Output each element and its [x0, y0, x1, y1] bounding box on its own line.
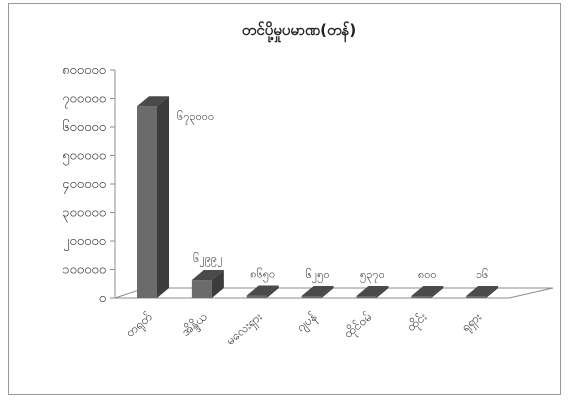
category-label: ထိုင်း — [403, 309, 431, 336]
data-label: ၆၇၃၀၀၀ — [177, 110, 214, 125]
y-tick-label: ၃၀၀၀၀၀ — [62, 206, 106, 223]
category-label: အိန္ဒိယ — [178, 309, 212, 341]
bar-side — [486, 286, 499, 298]
bar-side — [321, 286, 334, 298]
data-label: ၁၆ — [476, 268, 488, 281]
data-label: ၆၂၅၀ — [306, 268, 330, 283]
category-label: ထိုင်ဝမ် — [340, 309, 376, 343]
bar-side — [376, 286, 389, 298]
y-tick-label: ၈၀၀၀၀၀ — [62, 63, 106, 78]
chart-frame: တင်ပို့မှုပမာဏ(တန်) ၀ ၁၀၀၀၀၀ ၂၀၀၀၀၀ ၃၀၀၀၀၀ ၄… — [8, 3, 561, 395]
data-label: ၆၂၉၉၂ — [193, 252, 222, 267]
bar-front — [246, 295, 267, 298]
y-tick-label: ၄၀၀၀၀၀ — [62, 177, 106, 194]
y-tick-label: ၇၀၀၀၀၀ — [62, 92, 106, 109]
data-label: ၈၆၅၀ — [250, 268, 275, 283]
bar — [356, 286, 389, 298]
bar-top — [356, 286, 389, 296]
bar-front — [411, 296, 432, 298]
y-tick-label: ၁၀၀၀၀၀ — [62, 263, 106, 278]
y-axis: ၀ ၁၀၀၀၀၀ ၂၀၀၀၀၀ ၃၀၀၀၀၀ ၄၀၀၀၀၀ ၅၀၀၀၀၀ ၆၀၀၀၀၀ ၇၀၀… — [62, 63, 116, 306]
data-label: ၈၀၀ — [418, 268, 437, 281]
floor-plane — [114, 287, 554, 299]
bar — [411, 286, 444, 298]
bars — [137, 96, 499, 298]
bar-top — [137, 96, 169, 107]
bar-side — [266, 285, 279, 298]
bar — [191, 270, 224, 298]
bar-side — [157, 96, 169, 298]
data-label: ၅၃၇၀ — [360, 268, 385, 283]
bar-top — [191, 270, 224, 281]
bar-front — [137, 106, 157, 298]
y-tick-label: ၀ — [99, 291, 106, 306]
bar — [301, 286, 334, 298]
category-label: တရုတ် — [122, 309, 157, 342]
category-label: ရုရှား — [458, 310, 486, 337]
bar-front — [191, 280, 212, 298]
bar — [137, 96, 169, 298]
bar-top — [301, 286, 334, 296]
chart-title: တင်ပို့မှုပမာဏ(တန်) — [242, 20, 357, 43]
y-tick-label: ၆၀၀၀၀၀ — [62, 119, 106, 135]
bar-top — [466, 286, 499, 296]
chart-floor — [114, 287, 554, 299]
bar-chart: တင်ပို့မှုပမာဏ(တန်) ၀ ၁၀၀၀၀၀ ၂၀၀၀၀၀ ၃၀၀၀၀၀ ၄… — [62, 20, 554, 350]
category-label: မလေးရှား — [223, 310, 267, 350]
bar-front — [301, 296, 322, 298]
bar-top — [246, 285, 279, 296]
bar-top — [411, 286, 444, 296]
bar-front — [356, 296, 377, 298]
bar-side — [431, 286, 444, 298]
category-labels: တရုတ် အိန္ဒိယ မလေးရှား ဂျပန် ထိုင်ဝမ် ထိုင်း ရ… — [122, 309, 486, 350]
y-tick-label: ၅၀၀၀၀၀ — [62, 149, 106, 166]
bar-side — [211, 270, 224, 298]
bar — [246, 285, 279, 298]
category-label: ဂျပန် — [293, 309, 321, 337]
bar — [466, 286, 499, 298]
bar-front — [466, 296, 487, 298]
y-tick-label: ၂၀၀၀၀၀ — [63, 234, 106, 251]
